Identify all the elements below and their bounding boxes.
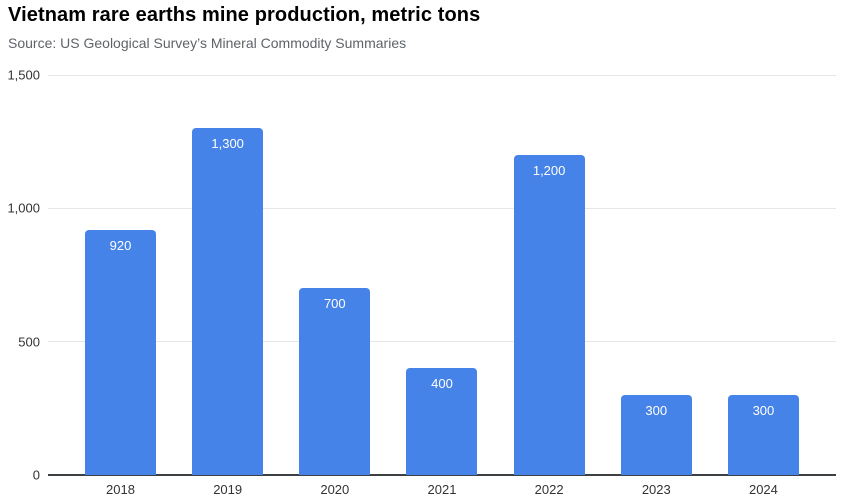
bar: 920 bbox=[85, 229, 156, 475]
bar: 300 bbox=[727, 395, 799, 475]
bar-series: 920 2018 1,300 2019 700 2020 400 2021 1,200 2022 3… bbox=[48, 75, 836, 497]
bar-group: 400 2021 bbox=[406, 75, 478, 497]
x-tick-label: 2020 bbox=[320, 482, 350, 497]
bar-group: 1,200 2022 bbox=[513, 75, 585, 497]
gridline bbox=[48, 341, 836, 343]
x-tick-label: 2018 bbox=[106, 482, 135, 497]
y-tick-label: 500 bbox=[18, 334, 40, 350]
gridline bbox=[48, 207, 836, 209]
bar: 400 bbox=[406, 368, 478, 475]
bar-value-label: 300 bbox=[645, 403, 668, 418]
bar-value-label: 400 bbox=[431, 376, 453, 392]
page-title: Vietnam rare earths mine production, met… bbox=[8, 4, 481, 26]
bar-value-label: 1,300 bbox=[211, 136, 244, 152]
gridline bbox=[48, 74, 836, 76]
x-tick-label: 2021 bbox=[427, 482, 457, 497]
y-tick-label: 1,000 bbox=[7, 200, 40, 216]
bar-group: 700 2020 bbox=[299, 75, 371, 497]
bar-value-label: 700 bbox=[323, 296, 346, 312]
x-tick-label: 2024 bbox=[748, 482, 778, 497]
bar: 1,300 bbox=[192, 128, 264, 475]
x-tick-label: 2023 bbox=[641, 482, 671, 497]
x-tick-label: 2022 bbox=[534, 482, 564, 497]
bar: 700 bbox=[299, 288, 371, 475]
y-tick-label: 0 bbox=[32, 467, 40, 483]
y-tick-label: 1,500 bbox=[7, 67, 40, 83]
y-axis: 0 500 1,000 1,500 bbox=[0, 68, 40, 483]
bar-group: 300 2024 bbox=[727, 75, 799, 497]
bar-value-label: 1,200 bbox=[532, 163, 566, 178]
x-tick-label: 2019 bbox=[213, 482, 243, 497]
bar: 1,200 bbox=[513, 155, 585, 475]
x-axis-line bbox=[48, 474, 836, 476]
bar-group: 1,300 2019 bbox=[192, 75, 264, 497]
plot-area: 920 2018 1,300 2019 700 2020 400 2021 1,200 2022 3… bbox=[48, 74, 836, 497]
bar-group: 920 2018 bbox=[85, 75, 156, 497]
source-note: Source: US Geological Survey’s Mineral C… bbox=[8, 35, 407, 51]
bar-group: 300 2023 bbox=[620, 75, 692, 497]
bar: 300 bbox=[620, 395, 692, 475]
bar-value-label: 300 bbox=[752, 403, 775, 418]
bar-value-label: 920 bbox=[109, 237, 132, 253]
